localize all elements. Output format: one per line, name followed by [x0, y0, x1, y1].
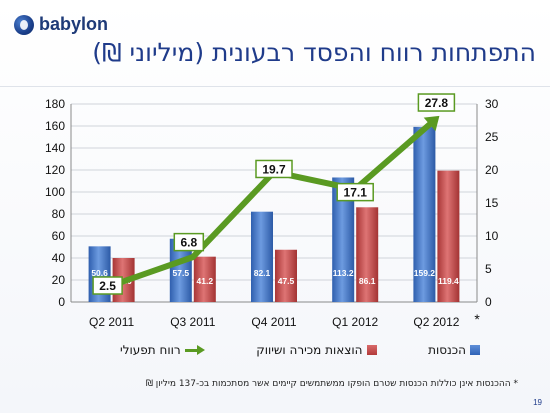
data-label-operating-profit: 6.8 [180, 236, 197, 250]
legend-swatch-revenue [470, 345, 480, 355]
y-left-tick-label: 0 [58, 295, 65, 309]
babylon-logo-icon [14, 14, 34, 35]
y-right-tick-label: 5 [485, 262, 492, 276]
y-right-tick-label: 25 [485, 130, 499, 144]
babylon-logo: babylon [14, 14, 108, 35]
page-title: התפתחות רווח והפסד רבעונית (מיליוני ₪) [92, 38, 536, 67]
y-right-tick-label: 0 [485, 295, 492, 309]
x-tick-label: Q3 2011 [170, 315, 215, 329]
bar-revenue [332, 177, 355, 302]
y-left-tick-label: 180 [45, 97, 65, 111]
chart-legend: הכנסות הוצאות מכירה ושיווק רווח תפעולי [120, 343, 480, 357]
bar-revenue [169, 238, 192, 302]
y-left-tick-label: 80 [52, 207, 66, 221]
title-divider [0, 86, 550, 87]
y-right-tick-label: 20 [485, 163, 499, 177]
bar-sales-expenses [437, 170, 460, 302]
y-left-tick-label: 120 [45, 163, 65, 177]
data-label-operating-profit: 19.7 [262, 162, 286, 176]
x-tick-label: Q4 2011 [251, 315, 296, 329]
category-note-mark: * [474, 311, 480, 327]
page-number: 19 [533, 398, 542, 407]
x-tick-label: Q2 2012 [413, 315, 459, 329]
data-label-operating-profit: 17.1 [344, 186, 368, 200]
data-label-revenue: 82.1 [254, 268, 271, 278]
legend-arrow-icon [184, 345, 205, 355]
data-label-revenue: 50.6 [91, 268, 108, 278]
x-tick-label: Q2 2011 [89, 315, 134, 329]
bar-revenue [251, 211, 273, 302]
y-right-tick-label: 10 [485, 229, 499, 243]
data-label-revenue: 113.2 [333, 268, 354, 278]
x-tick-label: Q1 2012 [332, 315, 378, 329]
legend-label-sales-expenses: הוצאות מכירה ושיווק [256, 343, 363, 357]
bar-revenue [413, 126, 436, 302]
data-label-box-operating-profit [336, 182, 374, 202]
legend-item-operating-profit: רווח תפעולי [120, 343, 205, 357]
data-label-sales-expenses: 86.1 [359, 276, 376, 286]
y-left-tick-label: 140 [45, 141, 65, 155]
legend-item-revenue: הכנסות [428, 343, 480, 357]
footnote: * ההכנסות אינן כוללות הכנסות שטרם הופקו … [145, 379, 518, 389]
y-left-tick-label: 60 [52, 229, 66, 243]
data-label-sales-expenses: 47.5 [278, 276, 295, 286]
y-left-tick-label: 20 [52, 273, 66, 287]
data-label-box-operating-profit [255, 159, 293, 179]
y-left-tick-label: 40 [52, 251, 66, 265]
y-right-tick-label: 15 [485, 196, 499, 210]
data-label-sales-expenses: 119.4 [438, 276, 459, 286]
bar-sales-expenses [356, 207, 379, 302]
y-left-tick-label: 100 [45, 185, 65, 199]
legend-swatch-sales-expenses [366, 345, 377, 355]
bar-sales-expenses [275, 249, 297, 302]
y-left-tick-label: 160 [45, 119, 65, 133]
y-right-tick-label: 30 [485, 97, 499, 111]
logo-text: babylon [39, 14, 109, 34]
operating-profit-arrowhead [423, 115, 440, 132]
data-label-box-operating-profit [173, 232, 205, 252]
legend-label-operating-profit: רווח תפעולי [120, 343, 181, 357]
data-label-operating-profit: 2.5 [99, 279, 116, 293]
data-label-revenue: 159.2 [414, 268, 436, 278]
bar-sales-expenses [193, 256, 216, 302]
data-label-box-operating-profit [417, 93, 456, 112]
data-label-operating-profit: 27.8 [425, 96, 449, 110]
data-label-revenue: 57.5 [173, 268, 190, 278]
legend-label-revenue: הכנסות [428, 343, 466, 357]
data-label-box-operating-profit [92, 276, 123, 295]
data-label-sales-expenses: 41.2 [197, 276, 214, 286]
legend-item-sales-expenses: הוצאות מכירה ושיווק [256, 343, 377, 357]
